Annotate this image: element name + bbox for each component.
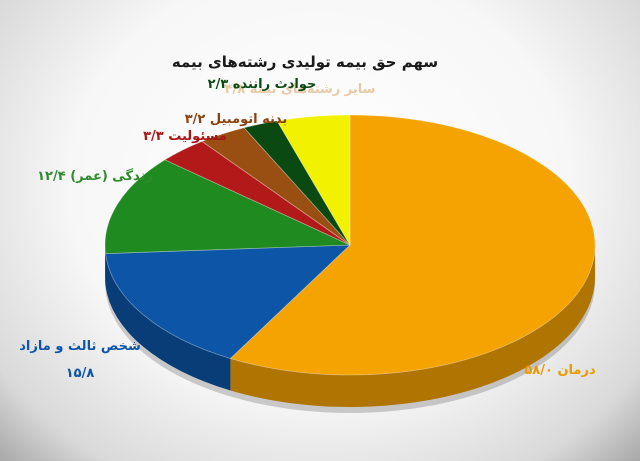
pie-slice-side-2 [105,245,106,286]
slice-label-6: ۱۵/۸ [66,366,95,381]
slice-label-3: مسئولیت ۳/۳ [143,129,227,144]
pie-slice-0 [229,114,596,376]
slice-label-0: سایر رشته‌های بیمه ۴/۸ [225,82,376,97]
slice-label-4: زندگی (عمر) ۱۲/۴ [37,168,153,184]
pie-slice-1 [105,244,352,359]
pie-slice-side-1 [105,253,231,391]
pie-slice-5 [243,120,351,246]
slice-label-5: شخص ثالث و مازاد [19,339,141,354]
slice-label-2: بدنه اتومبیل ۳/۲ [185,112,288,127]
pie-slice-4 [201,127,351,246]
pie-slice-3 [164,140,351,246]
pie-slice-2 [104,159,351,254]
pie-slice-6 [276,114,351,247]
chart-title: سهم حق بیمه تولیدی رشته‌های بیمه [172,53,438,71]
slice-label-7: درمان ۵۸/۰ [524,363,596,378]
slice-label-1: حوادث راننده ۲/۳ [208,77,317,92]
pie-slice-side-0 [230,245,595,407]
